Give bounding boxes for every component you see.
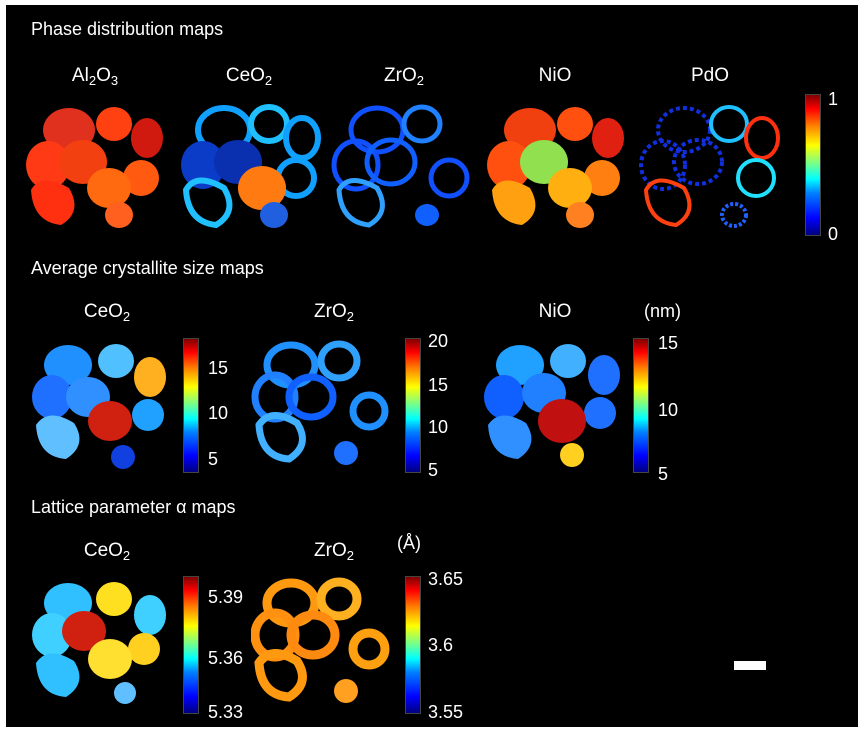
lattice-colorbar-zro2 [405, 576, 421, 714]
lattice-colorbar-ceo2 [183, 576, 199, 714]
size-colorbar-zro2 [405, 338, 421, 473]
size-colorbar-nio [633, 338, 649, 473]
phase-colorbar [805, 94, 821, 236]
size-tick-nio-5: 5 [658, 464, 669, 484]
phase-label-ceo2: CeO2 [225, 65, 273, 88]
lattice-label-ceo2: CeO2 [83, 540, 131, 563]
lattice-tick-ceo2-5-33: 5.33 [208, 702, 244, 722]
section-title-lattice: Lattice parameter α maps [31, 497, 236, 517]
lattice-tick-zro2-3-65: 3.65 [428, 569, 464, 589]
size-colorbar-ceo2 [183, 338, 199, 473]
size-map-ceo2 [32, 344, 166, 469]
lattice-map-zro2 [251, 577, 390, 703]
phase-colorbar-max: 1 [828, 89, 839, 109]
lattice-tick-zro2-3-6: 3.6 [428, 635, 454, 655]
phase-label-nio: NiO [538, 65, 572, 86]
size-tick-zro2-5: 5 [428, 460, 439, 480]
size-tick-nio-10: 10 [658, 400, 679, 420]
size-tick-zro2-15: 15 [428, 375, 449, 395]
size-tick-zro2-10: 10 [428, 417, 449, 437]
lattice-tick-ceo2-5-39: 5.39 [208, 587, 244, 607]
phase-label-zro2: ZrO2 [384, 65, 424, 88]
lattice-tick-zro2-3-55: 3.55 [428, 702, 464, 722]
lattice-tick-ceo2-5-36: 5.36 [208, 648, 244, 668]
lattice-map-ceo2 [32, 582, 166, 704]
size-tick-ceo2-10: 10 [208, 403, 229, 423]
figure-panel: Phase distribution maps Average crystall… [6, 5, 858, 727]
phase-label-pdo: PdO [690, 65, 730, 86]
section-title-phase: Phase distribution maps [31, 19, 224, 39]
size-label-zro2: ZrO2 [314, 301, 354, 324]
size-tick-ceo2-5: 5 [208, 449, 219, 469]
phase-map-ceo2 [181, 104, 321, 229]
phase-map-zro2 [331, 104, 470, 228]
size-tick-nio-15: 15 [658, 333, 679, 353]
size-unit: (nm) [644, 301, 681, 321]
size-map-nio [484, 344, 620, 467]
size-map-zro2 [251, 340, 389, 465]
lattice-unit: (Å) [397, 533, 421, 553]
size-tick-zro2-20: 20 [428, 331, 449, 351]
phase-colorbar-min: 0 [828, 224, 839, 244]
size-label-ceo2: CeO2 [83, 301, 131, 324]
phase-map-pdo [639, 105, 780, 228]
scale-bar [734, 661, 766, 670]
lattice-label-zro2: ZrO2 [314, 540, 354, 563]
phase-label-al2o3: Al2O3 [71, 65, 119, 88]
size-label-nio: NiO [538, 301, 572, 322]
phase-map-nio [487, 107, 624, 228]
section-title-size: Average crystallite size maps [31, 258, 264, 278]
phase-map-al2o3 [26, 107, 163, 228]
size-tick-ceo2-15: 15 [208, 358, 229, 378]
